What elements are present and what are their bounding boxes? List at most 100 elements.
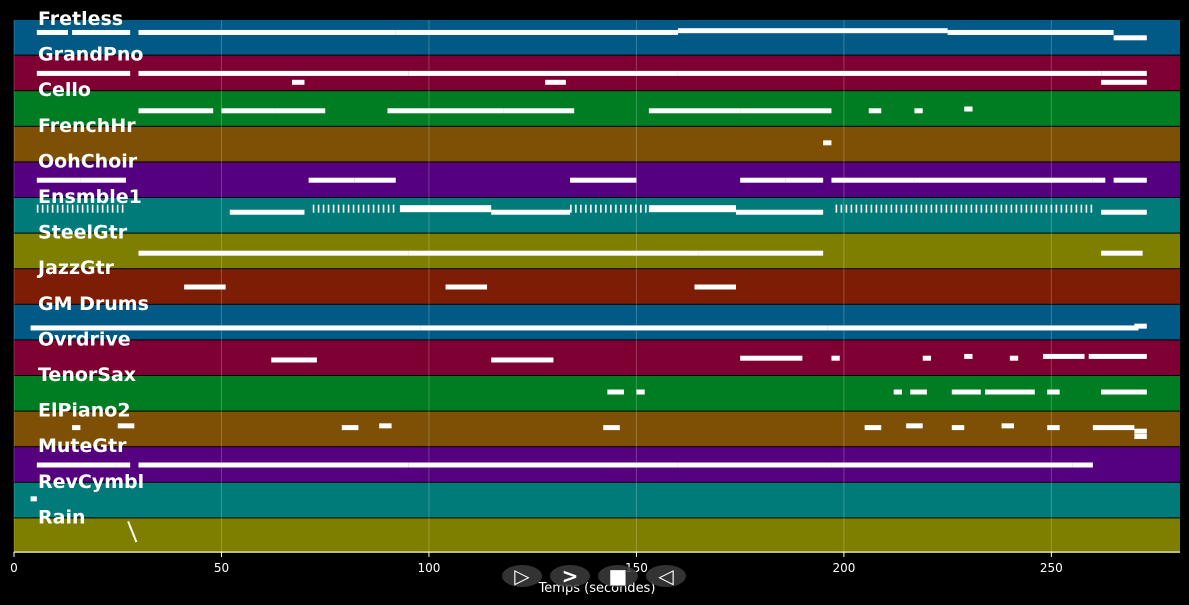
note	[607, 389, 624, 395]
note	[893, 389, 902, 395]
note	[1075, 204, 1078, 213]
note	[870, 204, 873, 213]
note	[645, 204, 647, 213]
track-label: ElPiano2	[38, 400, 131, 422]
note	[121, 204, 124, 213]
track-label: MuteGtr	[38, 435, 127, 457]
track-label: JazzGtr	[36, 257, 115, 279]
note	[1009, 355, 1019, 361]
note	[914, 177, 1093, 183]
note	[30, 496, 37, 502]
note	[740, 355, 803, 361]
playback-controls: ▷ > ■ ◁	[502, 564, 686, 588]
note	[221, 108, 276, 114]
note	[341, 425, 359, 431]
note	[1072, 462, 1093, 468]
note	[636, 389, 645, 395]
note	[36, 462, 131, 468]
track-label: TenorSax	[38, 364, 136, 386]
note	[91, 204, 94, 213]
note	[985, 204, 988, 213]
stop-icon: ■	[609, 564, 628, 588]
note	[677, 28, 948, 34]
note	[947, 29, 1114, 35]
note	[342, 204, 345, 213]
note	[1001, 423, 1015, 429]
track-lane	[14, 411, 1180, 447]
note	[990, 204, 993, 213]
note	[736, 209, 824, 215]
note	[327, 204, 330, 213]
forward-button[interactable]: >	[550, 564, 590, 588]
control-bg	[646, 565, 686, 587]
note	[580, 204, 582, 213]
note	[980, 204, 983, 213]
note	[332, 204, 335, 213]
note	[843, 70, 1102, 76]
note	[1092, 425, 1135, 431]
note	[850, 204, 853, 213]
note	[585, 204, 587, 213]
note	[395, 29, 678, 35]
note	[317, 204, 320, 213]
note	[1101, 70, 1147, 76]
note	[900, 204, 903, 213]
note	[740, 108, 832, 114]
note	[831, 355, 840, 361]
note	[922, 355, 932, 361]
stop-button[interactable]: ■	[598, 564, 638, 588]
note	[1092, 177, 1106, 183]
track-label: GrandPno	[38, 44, 143, 66]
note	[620, 204, 622, 213]
note	[1101, 79, 1147, 85]
note	[885, 204, 888, 213]
note	[823, 140, 832, 146]
note	[41, 204, 44, 213]
note	[827, 325, 1139, 331]
note	[387, 108, 504, 114]
note	[831, 177, 915, 183]
track-label: FrenchHr	[38, 115, 136, 137]
note	[377, 204, 380, 213]
note	[337, 204, 340, 213]
note	[387, 204, 390, 213]
note	[1015, 204, 1018, 213]
control-bg	[550, 565, 590, 587]
note	[72, 425, 81, 431]
note	[880, 204, 883, 213]
note	[1134, 323, 1147, 329]
track-label: Cello	[38, 79, 91, 101]
note	[1085, 204, 1088, 213]
note	[392, 204, 395, 213]
note	[603, 425, 620, 431]
back-button[interactable]: ◁	[646, 564, 686, 588]
track-label: OohChoir	[38, 150, 138, 172]
note	[1043, 353, 1085, 359]
note	[575, 204, 577, 213]
note	[840, 204, 843, 213]
note	[116, 204, 119, 213]
note	[895, 204, 898, 213]
note	[595, 204, 597, 213]
note	[1070, 204, 1073, 213]
note	[1134, 434, 1147, 440]
note	[694, 284, 737, 290]
note	[935, 204, 938, 213]
note	[382, 204, 385, 213]
note	[1113, 177, 1147, 183]
note	[76, 204, 79, 213]
note	[357, 204, 360, 213]
note	[271, 357, 317, 363]
x-tick-label: 100	[417, 561, 440, 575]
note	[1055, 204, 1058, 213]
note	[71, 204, 74, 213]
note	[906, 423, 923, 429]
note	[545, 79, 566, 85]
note	[1000, 204, 1003, 213]
note	[1035, 204, 1038, 213]
note	[960, 204, 963, 213]
note	[503, 108, 575, 114]
play-triangle-button[interactable]: ▷	[502, 564, 542, 588]
note	[408, 70, 678, 76]
note	[920, 204, 923, 213]
